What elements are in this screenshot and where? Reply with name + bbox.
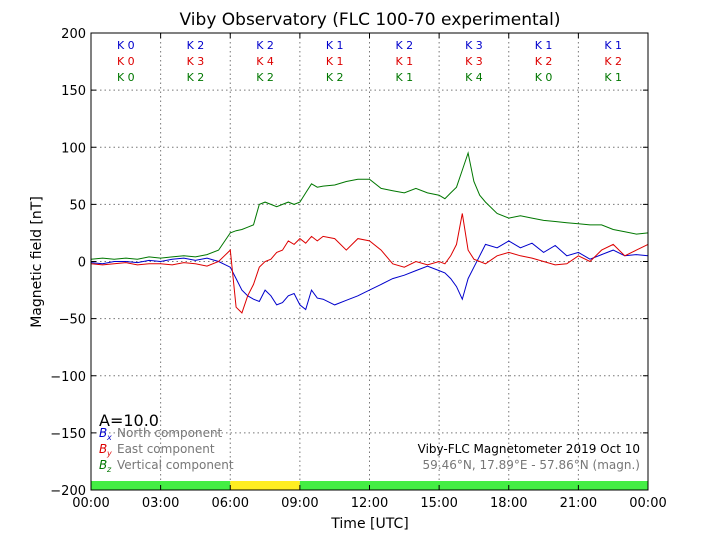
x-tick-label: 03:00 xyxy=(142,496,179,511)
legend-label: Vertical component xyxy=(117,458,234,472)
legend-label: East component xyxy=(117,442,215,456)
y-tick-label: 150 xyxy=(61,84,86,99)
k-index-label: K 2 xyxy=(535,55,553,68)
k-index-label: K 0 xyxy=(535,71,553,84)
k-index-label: K 1 xyxy=(604,39,622,52)
data-series xyxy=(90,151,649,314)
k-index-label: K 0 xyxy=(117,55,135,68)
y-tick-label: 100 xyxy=(61,141,86,156)
k-index-label: K 1 xyxy=(326,55,344,68)
series-line-z xyxy=(90,151,649,260)
k-index-label: K 3 xyxy=(465,55,483,68)
legend-symbol: B xyxy=(99,442,107,456)
legend-subscript: x xyxy=(106,433,112,442)
activity-segment xyxy=(299,481,648,490)
x-axis-ticks: 00:00 03:00 06:00 09:00 12:00 15:00 18:00 21:00… xyxy=(72,33,667,511)
x-tick-label: 12:00 xyxy=(351,496,388,511)
k-index-label: K 0 xyxy=(117,39,135,52)
k-index-label: K 4 xyxy=(256,55,274,68)
y-tick-label: 200 xyxy=(61,27,86,42)
y-axis-ticks: 200 150 100 50 0 −50 −100 −150 −200 xyxy=(50,27,648,499)
legend-symbol: B xyxy=(99,426,107,440)
k-index-label: K 2 xyxy=(187,71,205,84)
x-tick-label: 06:00 xyxy=(212,496,249,511)
y-tick-label: −200 xyxy=(50,484,86,499)
k-index-label: K 2 xyxy=(256,39,274,52)
y-tick-label: 50 xyxy=(69,198,86,213)
k-index-label: K 1 xyxy=(395,55,413,68)
x-tick-label: 18:00 xyxy=(490,496,527,511)
activity-segment xyxy=(230,481,300,490)
x-axis-label: Time [UTC] xyxy=(330,516,408,532)
x-tick-label: 09:00 xyxy=(281,496,318,511)
x-tick-label: 21:00 xyxy=(560,496,597,511)
y-tick-label: −150 xyxy=(50,427,86,442)
k-index-label: K 2 xyxy=(187,39,205,52)
coordinates: 59.46°N, 17.89°E - 57.86°N (magn.) xyxy=(423,458,640,472)
series-line-y xyxy=(90,213,649,314)
k-index-label: K 0 xyxy=(117,71,135,84)
chart-title: Viby Observatory (FLC 100-70 experimenta… xyxy=(180,10,561,30)
k-index-label: K 1 xyxy=(535,39,553,52)
k-index-label: K 3 xyxy=(465,39,483,52)
grid-lines xyxy=(91,33,648,490)
y-tick-label: 0 xyxy=(78,256,86,271)
x-tick-label: 15:00 xyxy=(420,496,457,511)
k-index-label: K 2 xyxy=(256,71,274,84)
k-index-label: K 2 xyxy=(604,55,622,68)
legend-subscript: z xyxy=(106,465,112,474)
y-axis-label: Magnetic field [nT] xyxy=(29,196,45,328)
k-index-label: K 1 xyxy=(604,71,622,84)
k-index-label: K 4 xyxy=(465,71,483,84)
k-index-label: K 1 xyxy=(326,39,344,52)
k-index-label: K 1 xyxy=(395,71,413,84)
x-tick-label: 00:00 xyxy=(629,496,666,511)
station-info: Viby-FLC Magnetometer 2019 Oct 10 xyxy=(418,442,640,456)
k-index-label: K 3 xyxy=(187,55,205,68)
a-index: A=10.0 xyxy=(99,411,159,430)
k-index-label: K 2 xyxy=(395,39,413,52)
y-tick-label: −100 xyxy=(50,370,86,385)
legend-label: North component xyxy=(117,426,223,440)
x-tick-label: 00:00 xyxy=(72,496,109,511)
series-line-x xyxy=(90,240,649,311)
k-index-label: K 2 xyxy=(326,71,344,84)
legend-symbol: B xyxy=(99,458,107,472)
y-tick-label: −50 xyxy=(59,313,86,328)
legend-subscript: y xyxy=(106,449,112,458)
k-index-labels: K 0 K 2 K 2 K 1 K 2 K 3 K 1 K 1 K 0 K 3 K 4 K 1 K 1 K… xyxy=(117,39,622,84)
